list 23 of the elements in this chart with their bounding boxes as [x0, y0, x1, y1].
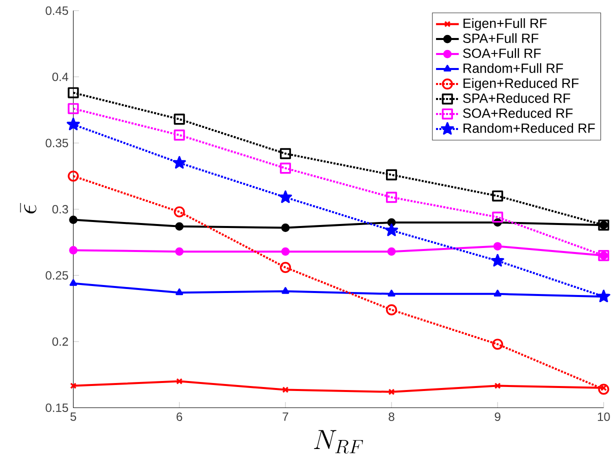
y-tick-label: 0.25 [46, 271, 68, 280]
legend-label: SOA+Reduced RF [463, 108, 573, 118]
legend-label: Eigen+Full RF [464, 18, 547, 31]
y-tick-label: 0.3 [52, 205, 68, 214]
x-tick-label: 5 [70, 412, 76, 421]
y-tick-label: 0.4 [52, 72, 68, 82]
x-tick-label: 6 [176, 412, 182, 422]
y-tick-label: 0.15 [46, 404, 68, 412]
legend-label: Eigen+Reduced RF [464, 78, 579, 91]
x-tick-label: 10 [598, 412, 610, 422]
x-tick-label: 9 [494, 412, 500, 422]
y-tick-label: 0.45 [46, 6, 68, 16]
legend-label: SOA+Full RF [463, 48, 541, 58]
legend-label: Random+Reduced RF [464, 123, 595, 134]
x-tick-label: 8 [388, 412, 394, 422]
legend-label: Random+Full RF [464, 63, 563, 74]
legend-label: SPA+Reduced RF [463, 93, 570, 104]
legend-label: SPA+Full RF [463, 33, 538, 44]
y-tick-label: 0.2 [52, 337, 68, 346]
x-tick-label: 7 [282, 412, 288, 421]
y-axis-title: $\bar{\epsilon}$ [20, 203, 36, 214]
x-axis-title: $N_{RF}$ [314, 430, 363, 454]
y-tick-label: 0.35 [46, 138, 68, 148]
